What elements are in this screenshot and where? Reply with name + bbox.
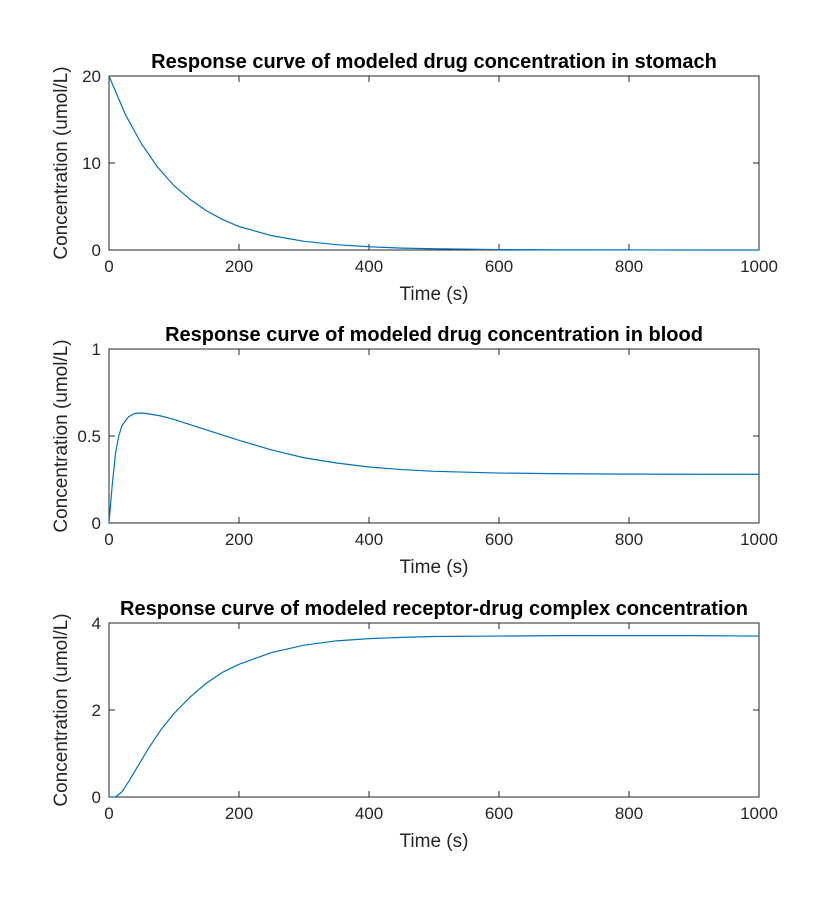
x-axis-label: Time (s) [400,284,469,305]
axes-box [108,348,760,524]
x-tick-label: 1000 [740,257,778,276]
chart-3: 0 200 400 600 800 1000 0 2 4 Response curve of mo… [51,598,778,852]
series-line [108,75,759,251]
x-tick-label: 200 [225,804,253,823]
y-tick-label: 4 [92,614,101,633]
x-tick-label: 600 [485,804,513,823]
x-tick-label: 800 [615,804,643,823]
chart-2: 0 200 400 600 800 1000 0 0.5 1 Response curve of … [51,324,778,578]
chart-title: Response curve of modeled drug concentra… [151,51,717,73]
x-tick-label: 1000 [740,530,778,549]
x-axis-label: Time (s) [400,557,469,578]
y-axis-label: Concentration (umol/L) [51,613,72,806]
y-tick-label: 0.5 [77,427,101,446]
x-tick-label: 0 [104,257,113,276]
x-tick-label: 600 [485,257,513,276]
x-tick-label: 200 [225,530,253,549]
y-tick-label: 10 [82,154,101,173]
x-tick-label: 200 [225,257,253,276]
y-tick-label: 2 [92,701,101,720]
axes-box [108,75,760,251]
x-tick-label: 400 [355,257,383,276]
y-axis-label: Concentration (umol/L) [51,339,72,532]
axes-box [108,622,760,798]
x-tick-label: 0 [104,530,113,549]
chart-title: Response curve of modeled drug concentra… [165,324,703,346]
x-tick-label: 600 [485,530,513,549]
x-tick-label: 800 [615,530,643,549]
x-tick-label: 400 [355,530,383,549]
chart-1: 0 200 400 600 800 1000 0 10 20 Response curve of … [51,51,778,305]
series-line [108,412,759,524]
x-tick-label: 0 [104,804,113,823]
chart-title: Response curve of modeled receptor-drug … [120,598,748,620]
x-axis-label: Time (s) [400,831,469,852]
y-tick-label: 20 [82,67,101,86]
y-tick-label: 0 [92,788,101,807]
x-tick-label: 800 [615,257,643,276]
x-tick-label: 400 [355,804,383,823]
series-line [109,635,760,798]
x-tick-label: 1000 [740,804,778,823]
y-tick-label: 0 [92,241,101,260]
y-tick-label: 1 [92,340,101,359]
y-tick-label: 0 [92,514,101,533]
y-axis-label: Concentration (umol/L) [51,66,72,259]
